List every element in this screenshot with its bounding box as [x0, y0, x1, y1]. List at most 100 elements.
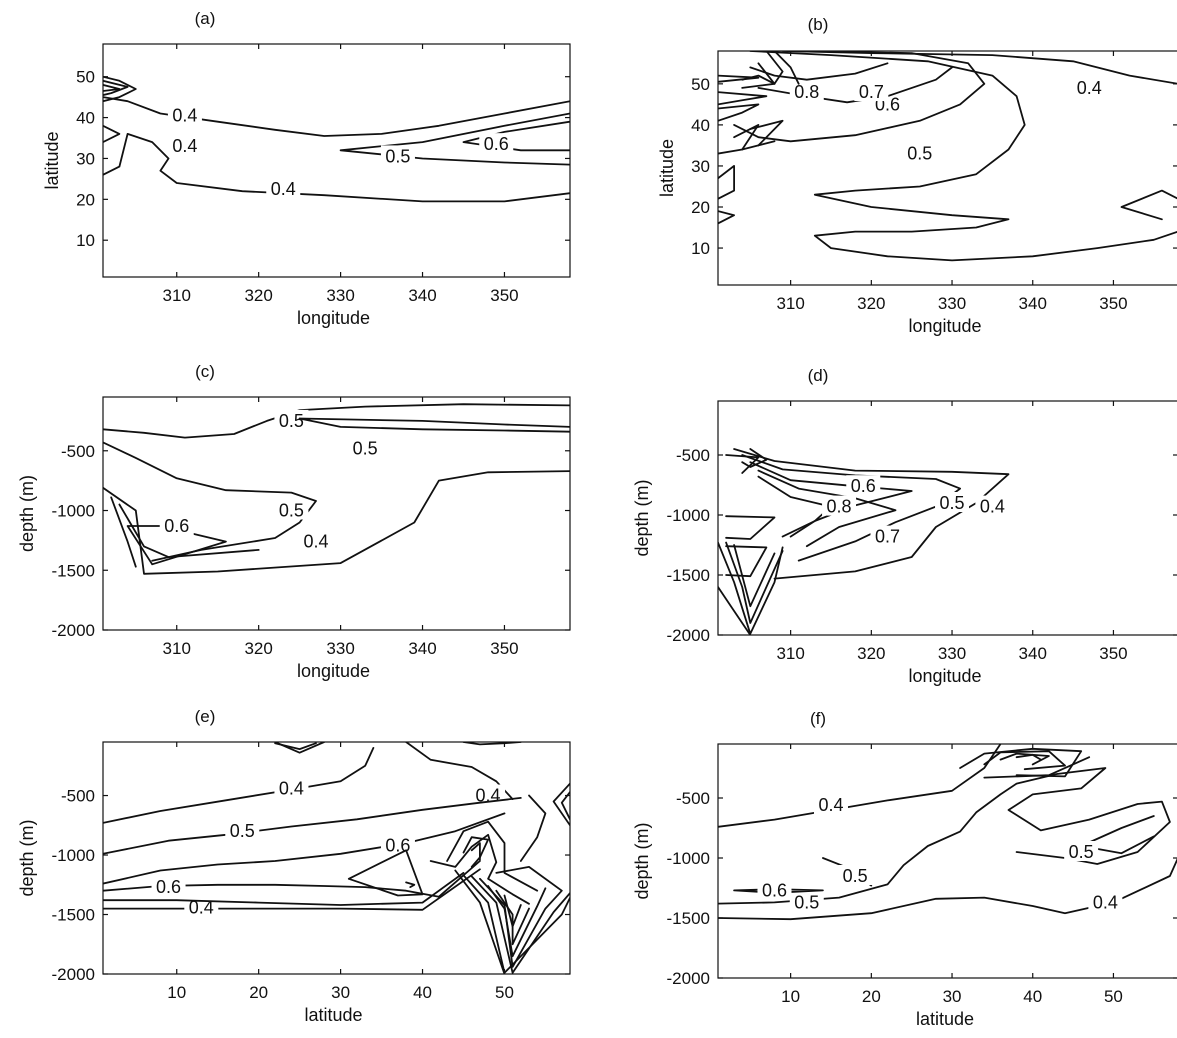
y-tick-label: 20	[691, 198, 710, 217]
x-tick-label: 40	[1023, 987, 1042, 1006]
contour-label: 0.6	[164, 516, 189, 536]
contour-line	[103, 470, 570, 575]
contour-line	[560, 791, 570, 821]
contour-label-bg	[854, 81, 889, 102]
contour-line	[103, 75, 137, 103]
y-tick-label: -500	[676, 446, 710, 465]
contour-line	[733, 51, 986, 143]
y-tick-label: 50	[76, 68, 95, 87]
y-tick-label: -500	[676, 789, 710, 808]
contour-label: 0.4	[172, 106, 197, 126]
contour-label: 0.4	[1093, 892, 1118, 912]
panel-title: (e)	[195, 707, 216, 726]
contour-line	[718, 767, 1171, 905]
contour-set: 0.4 0.40.50.60.60.4	[103, 742, 570, 974]
y-tick-label: -500	[61, 442, 95, 461]
contour-label-bg	[380, 145, 415, 166]
y-tick-label: 20	[76, 190, 95, 209]
contour-line	[725, 515, 776, 540]
contour-label: 0.6	[156, 877, 181, 897]
contour-set: 0.4 0.5 0.6 0.7 0.8	[718, 448, 1010, 635]
contour-line	[462, 120, 570, 152]
contour-line	[470, 875, 570, 974]
contour-label: 0.5	[1069, 842, 1094, 862]
contour-line	[274, 742, 317, 750]
contour-label-bg	[935, 492, 970, 512]
x-tick-label: 10	[167, 983, 186, 1002]
contour-label: 0.5	[353, 438, 378, 458]
contour-line	[718, 165, 735, 200]
plot-frame	[717, 400, 1177, 636]
y-tick-label: 40	[691, 116, 710, 135]
contour-line	[733, 124, 760, 151]
panel-b: (b) 310 320 330 340 350 10 20 30 40 50 longitude lat…	[657, 15, 1177, 336]
contour-line	[1120, 189, 1177, 221]
panel-a: (a) 310 320 330 340 350 10 20 30 40 50 longitude lat…	[42, 9, 571, 328]
contour-label-bg	[479, 133, 514, 154]
contour-line	[274, 742, 326, 754]
x-tick-label: 10	[781, 987, 800, 1006]
y-axis-label: latitude	[42, 131, 62, 189]
contour-line	[487, 885, 547, 958]
contour-label: 0.6	[484, 134, 509, 154]
contour-line	[503, 894, 522, 928]
x-tick-label: 30	[331, 983, 350, 1002]
x-axis-label: longitude	[297, 661, 370, 681]
x-axis-label: longitude	[908, 316, 981, 336]
contour-label-bg	[167, 135, 202, 156]
y-tick-label: 30	[76, 149, 95, 168]
panel-title: (a)	[195, 9, 216, 28]
y-tick-label: -1500	[667, 566, 710, 585]
contour-line	[733, 544, 776, 608]
contour-line	[983, 750, 1066, 771]
plot-frame	[102, 396, 571, 631]
contour-label-bg	[151, 876, 186, 897]
contour-label: 0.5	[907, 144, 932, 164]
contour-label-bg	[902, 142, 937, 163]
contour-label-bg	[870, 525, 905, 546]
contour-label-bg	[274, 409, 309, 430]
contour-line	[405, 881, 416, 888]
x-tick-label: 350	[490, 286, 518, 305]
contour-label: 0.5	[385, 146, 410, 166]
x-tick-label: 340	[408, 639, 436, 658]
y-axis-label: depth (m)	[17, 819, 37, 896]
contour-label: 0.4	[279, 778, 304, 798]
contour-line	[749, 62, 889, 81]
contour-line	[429, 833, 530, 905]
contour-label-bg	[274, 499, 309, 520]
contour-line	[773, 51, 800, 85]
contour-line	[959, 747, 1083, 778]
contour-label: 0.5	[940, 493, 965, 513]
contour-line	[718, 744, 1002, 828]
contour-label: 0.5	[279, 411, 304, 431]
panel-e: (e) 10 20 30 40 50 -500 -1000 -1500 -2000 latitude…	[17, 707, 571, 1025]
x-tick-label: 350	[490, 639, 518, 658]
contour-line	[454, 869, 506, 974]
contour-line	[749, 119, 784, 147]
x-tick-label: 320	[857, 644, 885, 663]
contour-label-bg	[266, 178, 301, 199]
contour-line	[741, 448, 768, 468]
plot-frame	[102, 741, 571, 975]
contour-label: 0.4	[980, 497, 1005, 517]
contour-set: 0.4 0.4 0.5 0.5 0.5 0.6	[718, 744, 1177, 921]
contour-label-bg	[299, 530, 334, 551]
contour-line	[983, 756, 1091, 779]
x-tick-label: 330	[326, 639, 354, 658]
y-tick-label: -1000	[52, 846, 95, 865]
contour-line	[718, 586, 752, 635]
x-tick-label: 330	[326, 286, 354, 305]
x-tick-label: 350	[1099, 644, 1127, 663]
contour-label-bg	[813, 794, 848, 815]
contour-label-bg	[838, 865, 873, 885]
contour-label: 0.4	[304, 532, 329, 552]
contour-label-bg	[471, 784, 506, 805]
contour-label-bg	[757, 879, 792, 900]
contour-label: 0.5	[843, 866, 868, 886]
x-tick-label: 30	[943, 987, 962, 1006]
contour-label: 0.7	[859, 82, 884, 102]
contour-label: 0.4	[1077, 78, 1102, 98]
contour-line	[1015, 753, 1042, 761]
y-tick-label: 10	[691, 239, 710, 258]
